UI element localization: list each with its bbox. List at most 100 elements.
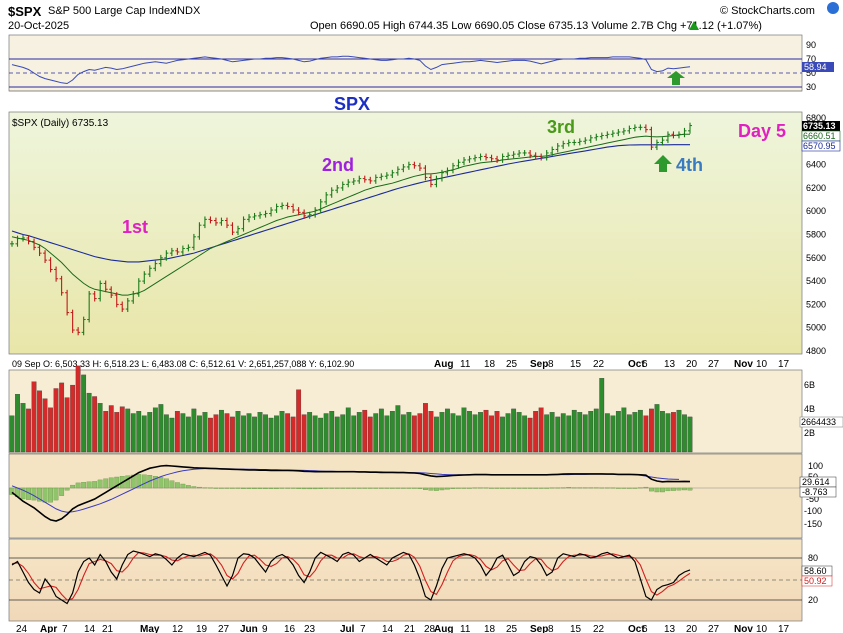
price-bar — [142, 271, 147, 285]
price-bar — [676, 131, 681, 139]
volume-bar — [660, 411, 665, 453]
x-axis-label: Apr — [40, 624, 57, 633]
rsi-value: 58.94 — [804, 62, 827, 72]
macd-hist-bar — [389, 487, 395, 489]
x-axis-label: 23 — [304, 624, 316, 633]
price-bar — [258, 211, 263, 219]
price-bar — [296, 207, 301, 216]
macd-hist-bar — [356, 487, 362, 489]
price-bar — [362, 175, 367, 183]
stoch-value: 58.60 — [804, 566, 827, 576]
annotation-3rd: 3rd — [547, 117, 575, 137]
macd-hist-bar — [301, 487, 307, 490]
macd-hist-bar — [20, 487, 26, 500]
x-axis-label: 28 — [424, 624, 436, 633]
macd-hist-bar — [312, 487, 318, 490]
volume-bar — [70, 384, 76, 453]
macd-hist-bar — [384, 487, 390, 489]
x-axis-label: 14 — [84, 624, 96, 633]
volume-bar — [384, 415, 390, 453]
ma-fast-value: 6660.51 — [803, 131, 836, 141]
price-bar — [434, 175, 439, 188]
volume-bar — [395, 405, 401, 453]
x-axis-label: Oct — [628, 624, 645, 633]
price-bar — [285, 202, 290, 210]
price-bar — [384, 172, 389, 180]
macd-hist-bar — [42, 487, 48, 503]
volume-bar — [185, 416, 191, 453]
ma-fast-line — [11, 133, 690, 296]
chart-date: 20-Oct-2025 — [8, 20, 70, 32]
volume-bar — [26, 408, 31, 453]
macd-hist-bar — [566, 487, 572, 489]
price-bar — [577, 138, 582, 146]
x-axis-label: 7 — [62, 624, 68, 633]
stoch-tick-80: 80 — [808, 553, 818, 563]
macd-hist-bar — [268, 487, 274, 489]
price-bar — [329, 187, 334, 198]
macd-hist-bar — [527, 487, 533, 489]
volume-bar — [141, 415, 147, 453]
macd-hist-bar — [494, 487, 500, 489]
price-bar — [43, 250, 48, 264]
price-bar — [15, 235, 20, 247]
price-bar — [627, 125, 632, 134]
macd-hist-bar — [411, 487, 417, 489]
macd-hist-bar — [285, 487, 291, 489]
price-bar — [153, 260, 158, 272]
macd-hist-bar — [81, 482, 87, 489]
price-bar — [307, 211, 312, 219]
price-bar — [197, 222, 202, 240]
x-axis-label: 10 — [756, 359, 768, 370]
volume-bar — [389, 411, 395, 453]
stoch-fast-line — [11, 550, 691, 605]
macd-hist-bar — [682, 487, 687, 491]
price-bar — [462, 157, 466, 166]
volume-bar — [97, 403, 103, 453]
macd-hist-bar — [345, 487, 351, 489]
price-bar — [103, 280, 108, 293]
macd-hist-bar — [152, 476, 158, 489]
x-axis-label: 11 — [460, 624, 471, 633]
price-bar — [572, 139, 577, 146]
volume-bar — [615, 411, 621, 453]
volume-bar — [649, 408, 654, 453]
price-bar — [164, 250, 169, 261]
macd-panel — [8, 453, 803, 539]
price-bar — [219, 217, 224, 226]
volume-bar — [290, 416, 296, 453]
volume-bar — [340, 414, 346, 453]
ma-slow-box — [801, 140, 841, 152]
volume-bar — [213, 414, 219, 453]
macd-hist-bar — [323, 487, 329, 489]
volume-bar — [571, 409, 577, 453]
macd-hist-bar — [185, 485, 191, 489]
price-bar — [109, 286, 114, 298]
price-bar — [599, 132, 604, 140]
macd-hist-bar — [246, 487, 252, 489]
macd-hist-bar — [549, 487, 555, 489]
volume-bar — [687, 416, 693, 453]
macd-hist-bar — [582, 487, 588, 489]
macd-hist-bar — [461, 487, 467, 489]
volume-bar — [555, 416, 561, 453]
macd-hist-bar — [478, 487, 483, 489]
x-axis-label: 25 — [506, 624, 518, 633]
volume-bar — [257, 412, 263, 453]
price-bar — [269, 207, 274, 217]
volume-bar — [81, 374, 87, 453]
price-bar — [236, 225, 240, 236]
macd-hist-bar — [687, 487, 693, 491]
volume-bar — [456, 415, 461, 453]
macd-hist-bar — [158, 477, 164, 489]
volume-bar — [163, 414, 169, 453]
x-axis-label: 13 — [664, 359, 676, 370]
volume-bar — [268, 417, 274, 453]
ohlc-summary: Open 6690.05 High 6744.35 Low 6690.05 Cl… — [310, 20, 762, 32]
volume-bar — [439, 412, 445, 453]
price-bar — [70, 309, 75, 333]
macd-hist-bar — [428, 487, 434, 491]
macd-hist-bar — [334, 487, 340, 489]
macd-hist-bar — [456, 487, 461, 489]
volume-bar — [208, 417, 213, 453]
